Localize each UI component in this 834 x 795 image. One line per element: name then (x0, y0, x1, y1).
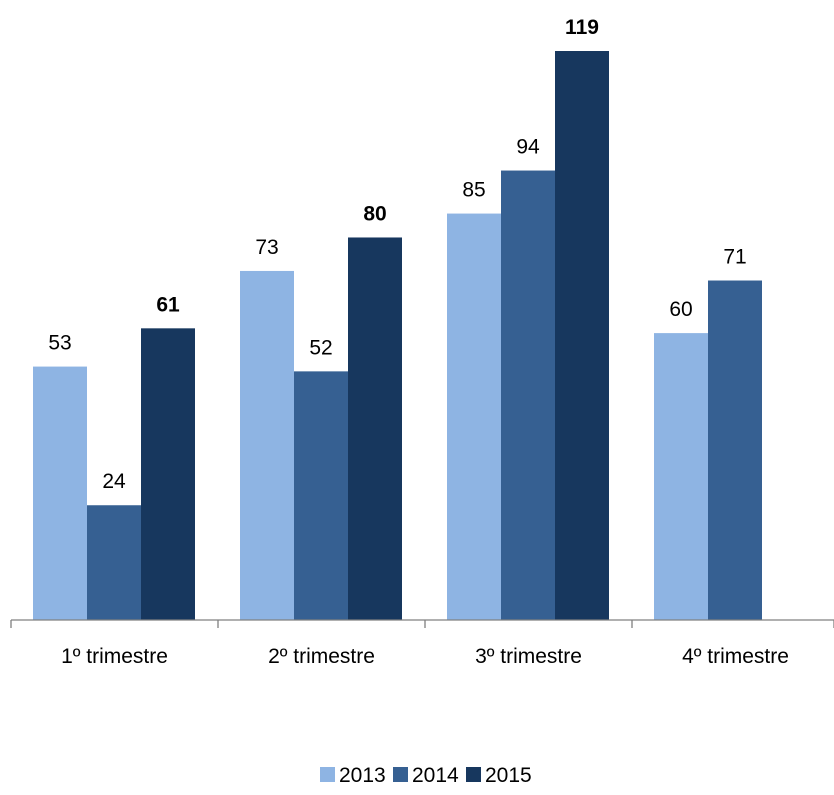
bar-1-trimestre-2013 (33, 366, 87, 620)
bar-4-trimestre-2013 (654, 333, 708, 620)
data-label-4-trimestre-2014: 71 (723, 246, 746, 269)
x-tick-label-4-trimestre: 4º trimestre (682, 645, 789, 668)
x-axis: 1º trimestre 2º trimestre 3º trimestre 4º t… (10, 619, 834, 668)
legend-label-2013: 2013 (339, 764, 386, 787)
bar-4-trimestre-2014 (708, 280, 762, 620)
bar-2-trimestre-2015 (348, 237, 402, 620)
legend-label-2015: 2015 (485, 764, 532, 787)
data-label-1-trimestre-2013: 53 (48, 332, 71, 355)
legend-label-2014: 2014 (412, 764, 459, 787)
data-label-2-trimestre-2014: 52 (309, 336, 332, 359)
legend: 2013 2014 2015 (320, 764, 532, 787)
data-label-1-trimestre-2014: 24 (102, 470, 126, 493)
x-tick-label-3-trimestre: 3º trimestre (475, 645, 582, 668)
data-labels-layer: 53 24 61 73 52 80 85 94 119 60 71 (48, 16, 746, 493)
bar-3-trimestre-2013 (447, 213, 501, 621)
data-label-1-trimestre-2015: 61 (156, 293, 180, 316)
data-label-2-trimestre-2013: 73 (255, 236, 278, 259)
bar-3-trimestre-2014 (501, 170, 555, 620)
legend-swatch-2014 (393, 767, 408, 782)
x-tick-label-1-trimestre: 1º trimestre (61, 645, 168, 668)
legend-swatch-2015 (466, 767, 481, 782)
bar-2-trimestre-2013 (240, 270, 294, 620)
data-label-2-trimestre-2015: 80 (363, 202, 386, 225)
legend-swatch-2013 (320, 767, 335, 782)
data-label-3-trimestre-2015: 119 (565, 16, 599, 39)
data-label-4-trimestre-2013: 60 (669, 298, 692, 321)
x-tick-label-2-trimestre: 2º trimestre (268, 645, 375, 668)
bars-layer (33, 51, 762, 621)
bar-2-trimestre-2014 (294, 371, 348, 620)
data-label-3-trimestre-2014: 94 (516, 136, 540, 159)
data-label-3-trimestre-2013: 85 (462, 179, 485, 202)
bar-3-trimestre-2015 (555, 51, 609, 620)
bar-1-trimestre-2015 (141, 328, 195, 620)
bar-1-trimestre-2014 (87, 505, 141, 620)
